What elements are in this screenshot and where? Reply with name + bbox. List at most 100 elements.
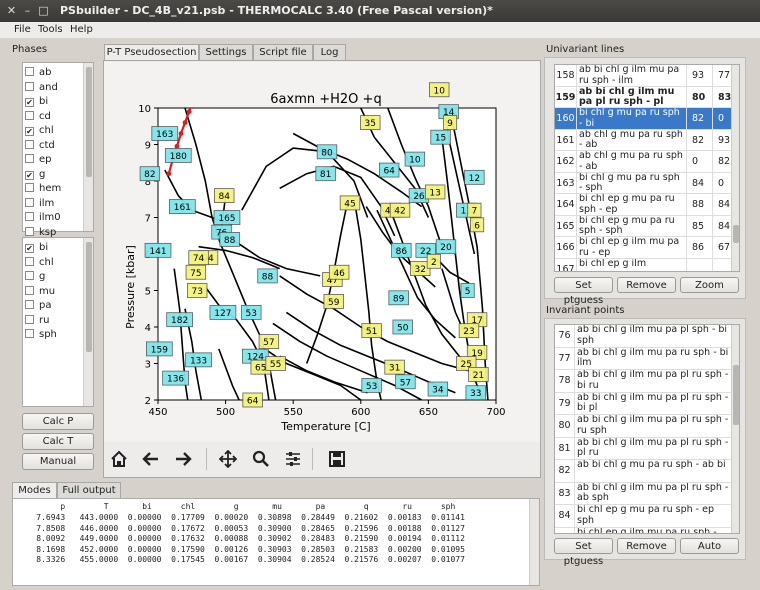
- cyan-label[interactable]: 57: [400, 378, 411, 388]
- univariant-row[interactable]: 161 ab chl g mu pa ru sph - ab 82 93: [555, 129, 737, 151]
- cyan-label[interactable]: 5: [465, 287, 471, 297]
- phases-scrollbar[interactable]: [83, 63, 93, 231]
- tab-full-output[interactable]: Full output: [57, 482, 121, 499]
- phases-scrollbar[interactable]: [83, 238, 93, 406]
- yellow-label-box[interactable]: [389, 202, 411, 218]
- yellow-label[interactable]: 84: [219, 192, 231, 202]
- checkbox-icon[interactable]: ✔: [25, 170, 34, 180]
- checkbox-icon[interactable]: [25, 300, 34, 309]
- yellow-label[interactable]: 6: [474, 221, 480, 231]
- yellow-label-box[interactable]: [185, 264, 207, 280]
- phase-checkbox-hem[interactable]: hem: [25, 183, 61, 197]
- cyan-label[interactable]: 53: [366, 382, 377, 392]
- phase-checkbox-pa[interactable]: pa: [25, 300, 51, 314]
- save-icon[interactable]: [328, 450, 346, 468]
- yellow-label-box[interactable]: [456, 356, 477, 371]
- yellow-label[interactable]: 25: [461, 360, 472, 370]
- yellow-label[interactable]: 45: [344, 199, 355, 209]
- phase-checkbox-chl[interactable]: ✔ chl: [25, 125, 54, 139]
- phase-checkbox-g[interactable]: ✔ g: [25, 169, 45, 183]
- checkbox-icon[interactable]: [25, 314, 34, 324]
- cyan-label[interactable]: 53: [246, 309, 257, 319]
- cyan-label[interactable]: 163: [156, 130, 173, 140]
- cyan-label-box[interactable]: [209, 304, 237, 320]
- cyan-label[interactable]: 26: [413, 192, 425, 202]
- cyan-label-box[interactable]: [415, 242, 436, 258]
- cyan-label[interactable]: 11: [461, 207, 472, 217]
- yellow-label[interactable]: 7: [472, 207, 478, 217]
- yellow-label[interactable]: 47: [327, 276, 338, 286]
- yellow-label-box[interactable]: [339, 195, 361, 211]
- cyan-label[interactable]: 133: [190, 356, 207, 366]
- menu-file[interactable]: File: [14, 24, 31, 35]
- menu-help[interactable]: Help: [70, 24, 93, 35]
- cyan-label[interactable]: 124: [247, 353, 264, 363]
- yellow-label[interactable]: 10: [433, 86, 445, 96]
- yellow-label[interactable]: 19: [471, 349, 483, 359]
- scrollbar-thumb[interactable]: [86, 242, 92, 352]
- manual-button[interactable]: Manual: [22, 453, 94, 470]
- cyan-label-box[interactable]: [404, 151, 426, 167]
- cyan-label[interactable]: 182: [171, 316, 188, 326]
- univariant-row[interactable]: 163 bi chl g mu pa ru sph - sph 84 0: [555, 172, 737, 194]
- yellow-label[interactable]: 73: [191, 287, 202, 297]
- tab-settings[interactable]: Settings: [199, 44, 253, 61]
- remove-univariant-button[interactable]: Remove: [617, 277, 676, 293]
- yellow-label-box[interactable]: [429, 82, 450, 98]
- cyan-label-box[interactable]: [166, 312, 193, 328]
- univariant-row[interactable]: 166 bi chl ep g ilm mu pa ru - ep 86 67: [555, 237, 737, 259]
- cyan-label[interactable]: 159: [151, 345, 168, 355]
- invariant-row[interactable]: 80 ab bi chl g ilm mu pa pl ru sph - ru s…: [555, 415, 733, 438]
- invariant-scrollbar[interactable]: [731, 325, 739, 533]
- cyan-label[interactable]: 180: [170, 152, 187, 162]
- yellow-label-box[interactable]: [187, 283, 208, 298]
- checkbox-icon[interactable]: [25, 271, 34, 280]
- yellow-label[interactable]: 46: [333, 269, 345, 279]
- invariant-row[interactable]: 82 ab bi chl g mu pa ru sph - ab bi: [555, 460, 733, 483]
- phase-checkbox-bi[interactable]: ✔ bi: [25, 242, 48, 256]
- yellow-label[interactable]: 9: [447, 119, 453, 129]
- tab-script-file[interactable]: Script file: [253, 44, 313, 61]
- cyan-label-box[interactable]: [427, 381, 449, 397]
- invariant-row[interactable]: 77 ab bi chl g ilm mu pa ru sph - bi ilm: [555, 347, 733, 370]
- yellow-label[interactable]: 57: [263, 338, 274, 348]
- yellow-label-box[interactable]: [360, 115, 381, 130]
- cyan-label-box[interactable]: [168, 199, 196, 214]
- cyan-label[interactable]: 80: [321, 148, 333, 158]
- phase-checkbox-sph[interactable]: sph: [25, 329, 57, 343]
- pan-icon[interactable]: [219, 450, 237, 468]
- invariant-row[interactable]: 78 ab bi chl g ilm mu pa pl ru sph - bi r…: [555, 370, 733, 393]
- yellow-label-box[interactable]: [442, 115, 458, 130]
- univariant-row[interactable]: 165 bi chl ep g mu pa ru sph - sph 85 84: [555, 215, 737, 237]
- cyan-label-box[interactable]: [435, 239, 457, 255]
- cyan-label-box[interactable]: [151, 126, 179, 141]
- yellow-label[interactable]: 75: [190, 269, 201, 279]
- checkbox-icon[interactable]: [25, 139, 34, 149]
- checkbox-icon[interactable]: [25, 329, 34, 338]
- zoom-button[interactable]: Zoom: [680, 277, 739, 293]
- univariant-row[interactable]: 162 ab chl g mu pa ru sph - ab 0 82: [555, 151, 737, 173]
- univariant-row[interactable]: 160 bi chl g mu pa ru sph - bi 82 0: [555, 108, 737, 130]
- univariant-row[interactable]: 167 bi chl ep g ilm: [555, 258, 737, 271]
- minimize-window-icon[interactable]: –: [24, 4, 31, 17]
- modes-scrollbar[interactable]: [529, 499, 539, 585]
- yellow-label-box[interactable]: [467, 202, 482, 218]
- yellow-label-box[interactable]: [258, 334, 280, 350]
- cyan-label-box[interactable]: [139, 166, 161, 182]
- cyan-label[interactable]: 34: [432, 386, 444, 396]
- back-icon[interactable]: [142, 450, 160, 468]
- cyan-label-box[interactable]: [361, 377, 382, 393]
- cyan-label[interactable]: 64: [383, 167, 395, 177]
- cyan-label-box[interactable]: [378, 162, 400, 178]
- checkbox-icon[interactable]: [25, 183, 34, 192]
- zoom-icon[interactable]: [252, 450, 270, 468]
- yellow-label[interactable]: 42: [394, 207, 405, 217]
- cyan-label-box[interactable]: [465, 385, 486, 401]
- yellow-label[interactable]: 13: [429, 188, 440, 198]
- univariant-lines-table[interactable]: 158 ab bi chl g ilm mu pa ru sph - ilm 93 7…: [554, 64, 740, 272]
- checkbox-icon[interactable]: [25, 226, 34, 236]
- yellow-label[interactable]: 59: [328, 298, 340, 308]
- phase-checkbox-ru[interactable]: ru: [25, 314, 49, 329]
- set-ptguess-button[interactable]: Set ptguess: [554, 277, 613, 306]
- yellow-label-box[interactable]: [426, 253, 441, 269]
